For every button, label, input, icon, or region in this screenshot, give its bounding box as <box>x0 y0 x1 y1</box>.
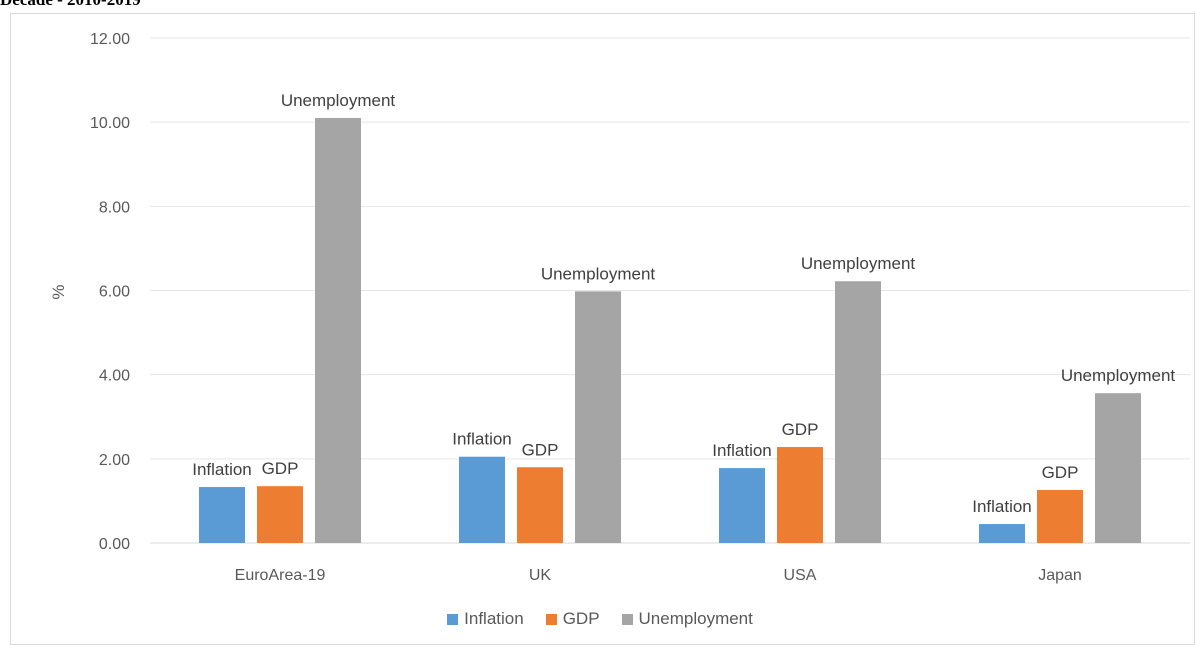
legend-swatch-gdp <box>545 613 557 625</box>
bar-inflation-uk <box>459 456 505 543</box>
bar-unemployment-euroarea-19 <box>315 117 361 543</box>
legend-item-inflation: Inflation <box>447 609 524 629</box>
data-label: Unemployment <box>541 264 656 283</box>
bar-gdp-euroarea-19 <box>257 486 303 543</box>
page-title: Decade - 2010-2019 <box>0 0 141 10</box>
legend-item-gdp: GDP <box>545 609 600 629</box>
y-tick-label: 0.00 <box>99 536 130 553</box>
bar-gdp-japan <box>1037 489 1083 543</box>
legend-label-unemployment: Unemployment <box>638 609 753 628</box>
y-tick-label: 10.00 <box>90 115 130 132</box>
legend: Inflation GDP Unemployment <box>0 609 1200 629</box>
bar-inflation-usa <box>719 468 765 543</box>
x-tick-label: Japan <box>1038 567 1082 584</box>
bar-inflation-japan <box>979 524 1025 543</box>
bar-inflation-euroarea-19 <box>199 487 245 543</box>
data-label: GDP <box>262 459 299 478</box>
data-label: Unemployment <box>801 254 916 273</box>
y-tick-label: 8.00 <box>99 199 130 216</box>
bar-gdp-uk <box>517 467 563 543</box>
data-label: Inflation <box>712 441 772 460</box>
data-label: GDP <box>782 420 819 439</box>
legend-swatch-unemployment <box>621 613 633 625</box>
y-tick-label: 4.00 <box>99 368 130 385</box>
bar-unemployment-usa <box>835 281 881 543</box>
data-label: GDP <box>522 440 559 459</box>
data-label: Inflation <box>192 460 252 479</box>
data-label: Inflation <box>452 430 512 449</box>
legend-label-inflation: Inflation <box>464 609 524 628</box>
data-label: Unemployment <box>1061 366 1176 385</box>
y-tick-label: 2.00 <box>99 452 130 469</box>
bar-unemployment-japan <box>1095 393 1141 543</box>
legend-item-unemployment: Unemployment <box>621 609 753 629</box>
data-label: Inflation <box>972 497 1032 516</box>
y-tick-label: 6.00 <box>99 284 130 301</box>
x-tick-label: EuroArea-19 <box>235 567 326 584</box>
x-tick-label: USA <box>784 567 817 584</box>
data-label: GDP <box>1042 463 1079 482</box>
y-tick-label: 12.00 <box>90 31 130 48</box>
data-label: Unemployment <box>281 91 396 110</box>
bar-gdp-usa <box>777 447 823 543</box>
legend-swatch-inflation <box>447 613 459 625</box>
y-axis-label: % <box>49 284 68 299</box>
legend-label-gdp: GDP <box>562 609 600 628</box>
bar-unemployment-uk <box>575 291 621 543</box>
x-tick-label: UK <box>529 567 552 584</box>
